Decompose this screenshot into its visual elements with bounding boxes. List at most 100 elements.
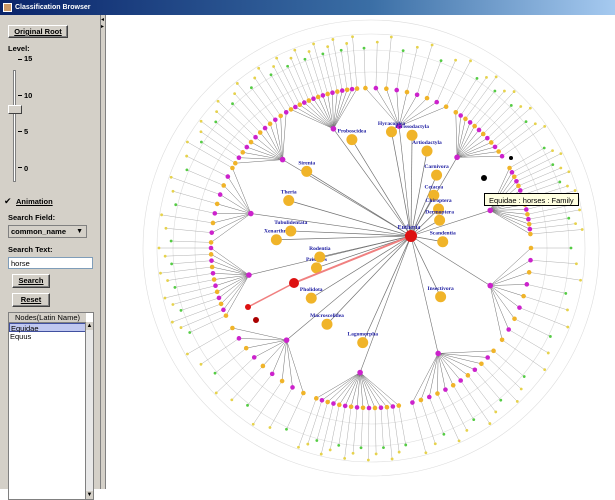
node[interactable]	[331, 126, 337, 132]
node-label[interactable]: Cetacea	[424, 184, 443, 190]
node-black[interactable]	[509, 156, 513, 160]
leaf-edge	[298, 398, 316, 447]
tree-svg[interactable]: Xenarthra Tubulidentata Theria Sirenia Probo…	[106, 15, 615, 489]
node-label[interactable]: Chiroptera	[425, 198, 451, 204]
node-center[interactable]	[405, 230, 417, 242]
leaf-node	[302, 100, 307, 105]
leaf-edge	[309, 52, 323, 96]
node-order[interactable]	[314, 252, 325, 263]
node[interactable]	[487, 283, 493, 289]
reset-button[interactable]: Reset	[12, 293, 50, 307]
leaf-edge	[282, 340, 286, 381]
node-label[interactable]: Proboscidea	[338, 129, 367, 135]
leaf-node	[214, 372, 217, 375]
node-theria[interactable]	[289, 278, 299, 288]
node-label[interactable]: Carnivora	[424, 164, 449, 170]
node-order[interactable]	[306, 293, 317, 304]
leaf-edge	[375, 408, 376, 454]
leaf-node	[261, 364, 266, 369]
node[interactable]	[246, 272, 252, 278]
leaf-node	[185, 168, 188, 171]
collapse-right-icon[interactable]: ▸	[101, 24, 104, 30]
node-label[interactable]: Perissodactyla	[395, 124, 429, 130]
leaf-edge	[437, 60, 456, 102]
node-order[interactable]	[285, 225, 296, 236]
leaf-node	[528, 232, 533, 237]
node[interactable]	[435, 351, 441, 357]
node-order[interactable]	[301, 166, 312, 177]
animation-checkbox[interactable]: ✔	[4, 197, 13, 206]
leaf-node	[367, 459, 370, 462]
list-item-equidae[interactable]: Equidae	[9, 323, 86, 332]
node-label[interactable]: Sirenia	[298, 160, 315, 166]
level-slider-track[interactable]	[13, 70, 16, 182]
node[interactable]	[357, 370, 363, 376]
node-label[interactable]: Artiodactyla	[412, 140, 442, 146]
node-label[interactable]: Macroscelidea	[310, 313, 344, 319]
node-order[interactable]	[422, 146, 433, 157]
leaf-node	[217, 100, 220, 103]
node-order[interactable]	[346, 134, 357, 145]
collapse-left-icon[interactable]: ◂	[101, 17, 104, 23]
search-text-input[interactable]	[8, 257, 93, 269]
leaf-node	[301, 391, 306, 396]
node-label[interactable]: Insectivora	[427, 286, 454, 292]
search-button[interactable]: Search	[12, 274, 50, 288]
leaf-edge	[251, 88, 275, 120]
node-order[interactable]	[271, 234, 282, 245]
node-label[interactable]: Dermoptera	[425, 209, 454, 215]
leaf-node	[308, 50, 311, 53]
node-label[interactable]: Pholidota	[300, 287, 323, 293]
leaf-node	[237, 155, 242, 160]
leaf-node	[351, 35, 354, 38]
node-equus[interactable]	[253, 317, 259, 323]
leaf-node	[567, 170, 570, 173]
nodes-list-scrollbar[interactable]: ▲ ▼	[85, 322, 93, 499]
nodes-list-header[interactable]: Nodes(Latin Name)	[9, 313, 86, 323]
title-bar[interactable]: Classification Browser	[0, 0, 615, 15]
leaf-node	[209, 240, 214, 245]
scroll-up-icon[interactable]: ▲	[86, 322, 93, 330]
leaf-edge	[438, 353, 445, 389]
node-order[interactable]	[434, 215, 445, 226]
node-order[interactable]	[431, 170, 442, 181]
leaf-node	[442, 433, 445, 436]
node-order[interactable]	[283, 195, 294, 206]
leaf-node	[272, 65, 275, 68]
node-label[interactable]: Rodentia	[309, 246, 331, 252]
leaf-node	[512, 174, 517, 179]
node[interactable]	[280, 157, 286, 163]
node-tooltip-target[interactable]	[481, 175, 487, 181]
node[interactable]	[487, 208, 493, 214]
leaf-node	[210, 265, 215, 270]
search-field-dropdown[interactable]: common_name ▼	[8, 225, 87, 238]
leaf-edge	[429, 353, 438, 397]
leaf-node	[516, 184, 521, 189]
node-label[interactable]: Xenarthra	[264, 229, 289, 235]
node-equidae[interactable]	[245, 304, 251, 310]
node-label[interactable]: Scandentia	[430, 231, 456, 237]
level-slider-thumb[interactable]	[8, 105, 22, 114]
hyperbolic-tree-canvas[interactable]: Xenarthra Tubulidentata Theria Sirenia Probo…	[106, 15, 615, 489]
node-order[interactable]	[437, 236, 448, 247]
level-tick-0: 0	[24, 164, 28, 173]
node-order[interactable]	[435, 291, 446, 302]
node-label[interactable]: Lagomorpha	[347, 332, 378, 338]
node-label[interactable]: Theria	[281, 190, 297, 196]
leaf-node	[263, 126, 268, 131]
node[interactable]	[284, 337, 290, 343]
node[interactable]	[248, 211, 254, 217]
original-root-button[interactable]: Original Root	[8, 25, 68, 38]
node-order[interactable]	[357, 337, 368, 348]
scroll-down-icon[interactable]: ▼	[86, 491, 93, 499]
list-item-equus[interactable]: Equus	[9, 332, 86, 341]
leaf-node	[307, 98, 312, 103]
node[interactable]	[454, 155, 460, 161]
node-order[interactable]	[322, 319, 333, 330]
node-label[interactable]: Tubulidentata	[274, 220, 307, 226]
leaf-node	[514, 179, 519, 184]
leaf-node	[566, 326, 569, 329]
leaf-edge	[387, 407, 392, 459]
leaf-edge	[172, 304, 221, 322]
leaf-edge	[360, 373, 387, 408]
